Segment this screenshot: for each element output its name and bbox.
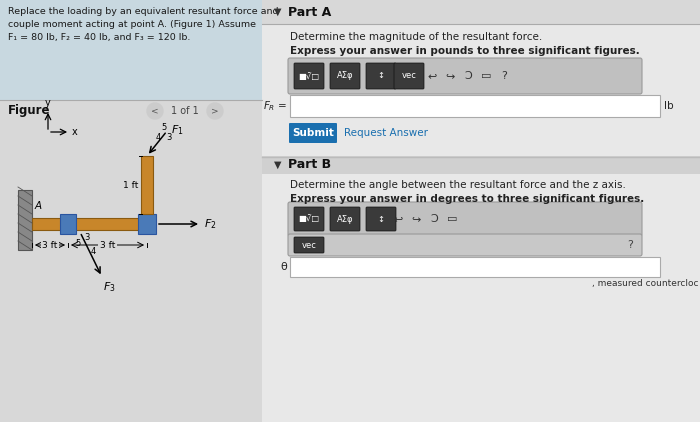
Text: θ: θ <box>280 262 287 272</box>
Circle shape <box>207 103 223 119</box>
Text: Figure: Figure <box>8 104 50 117</box>
FancyBboxPatch shape <box>366 207 396 231</box>
Text: y: y <box>45 98 51 108</box>
Text: 1 of 1: 1 of 1 <box>171 106 199 116</box>
Text: vec: vec <box>402 71 416 81</box>
Text: ▼: ▼ <box>274 160 281 170</box>
Text: 1 ft: 1 ft <box>122 181 138 189</box>
Text: Replace the loading by an equivalent resultant force and: Replace the loading by an equivalent res… <box>8 7 279 16</box>
Text: F₁ = 80 lb, F₂ = 40 lb, and F₃ = 120 lb.: F₁ = 80 lb, F₂ = 40 lb, and F₃ = 120 lb. <box>8 33 190 42</box>
Text: ΑΣφ: ΑΣφ <box>337 71 354 81</box>
Text: 5: 5 <box>75 239 80 248</box>
Text: ▼: ▼ <box>274 7 281 17</box>
Text: 3 ft: 3 ft <box>100 241 116 249</box>
FancyBboxPatch shape <box>294 63 324 89</box>
Bar <box>290 257 660 277</box>
Text: Express your answer in degrees to three significant figures.: Express your answer in degrees to three … <box>290 194 644 204</box>
Text: x: x <box>72 127 78 137</box>
Text: ▭: ▭ <box>481 71 491 81</box>
FancyBboxPatch shape <box>330 207 360 231</box>
Text: >: > <box>211 106 219 116</box>
Bar <box>262 0 700 24</box>
Text: lb: lb <box>664 101 673 111</box>
FancyBboxPatch shape <box>289 123 337 143</box>
FancyBboxPatch shape <box>294 207 324 231</box>
Text: ΑΣφ: ΑΣφ <box>337 214 354 224</box>
Text: $F_2$: $F_2$ <box>204 217 216 231</box>
Text: ↕: ↕ <box>377 71 384 81</box>
FancyBboxPatch shape <box>288 58 642 94</box>
Circle shape <box>147 103 163 119</box>
Text: Part A: Part A <box>288 5 331 19</box>
Text: $F_1$: $F_1$ <box>171 123 183 137</box>
Text: Ↄ: Ↄ <box>464 71 472 81</box>
Text: Determine the angle between the resultant force and the z axis.: Determine the angle between the resultan… <box>290 180 626 190</box>
Text: <: < <box>151 106 159 116</box>
Text: 3: 3 <box>84 233 90 242</box>
Text: 4: 4 <box>91 247 97 256</box>
Bar <box>0 0 262 100</box>
Bar <box>18 190 32 250</box>
Bar <box>262 24 700 167</box>
FancyBboxPatch shape <box>394 63 424 89</box>
Text: ↕: ↕ <box>377 214 384 224</box>
Text: Determine the magnitude of the resultant force.: Determine the magnitude of the resultant… <box>290 32 542 42</box>
Text: ▭: ▭ <box>447 214 457 224</box>
Text: ?: ? <box>627 240 633 250</box>
FancyBboxPatch shape <box>366 63 396 89</box>
Text: Express your answer in pounds to three significant figures.: Express your answer in pounds to three s… <box>290 46 640 56</box>
Text: 3 ft: 3 ft <box>42 241 57 249</box>
Text: 4: 4 <box>156 133 161 142</box>
Bar <box>60 214 76 234</box>
Text: 3: 3 <box>166 133 172 142</box>
Text: A: A <box>34 201 41 211</box>
Bar <box>138 214 156 234</box>
Text: ↩: ↩ <box>427 71 437 81</box>
Text: $F_R$ =: $F_R$ = <box>262 99 287 113</box>
Text: Part B: Part B <box>288 159 331 171</box>
Bar <box>141 156 153 214</box>
FancyBboxPatch shape <box>288 202 642 236</box>
Text: couple moment acting at point A. (Figure 1) Assume: couple moment acting at point A. (Figure… <box>8 20 256 29</box>
Bar <box>0 100 262 422</box>
Bar <box>262 0 700 422</box>
Text: Request Answer: Request Answer <box>344 128 428 138</box>
Text: ↪: ↪ <box>445 71 455 81</box>
Bar <box>262 156 700 174</box>
Text: $F_3$: $F_3$ <box>103 280 116 294</box>
Text: , measured countercloc: , measured countercloc <box>592 279 698 288</box>
Text: 5: 5 <box>161 123 167 132</box>
Text: vec: vec <box>302 241 316 249</box>
FancyBboxPatch shape <box>288 234 642 256</box>
Text: ■√̄□: ■√̄□ <box>298 214 320 224</box>
Bar <box>32 218 142 230</box>
Text: ■√̄□: ■√̄□ <box>298 71 320 81</box>
Bar <box>290 95 660 117</box>
FancyBboxPatch shape <box>294 237 324 253</box>
Text: ↪: ↪ <box>412 214 421 224</box>
Text: Submit: Submit <box>292 128 334 138</box>
Bar <box>262 174 700 422</box>
Text: ?: ? <box>501 71 507 81</box>
Text: ↩: ↩ <box>393 214 402 224</box>
Text: Ↄ: Ↄ <box>430 214 438 224</box>
FancyBboxPatch shape <box>330 63 360 89</box>
